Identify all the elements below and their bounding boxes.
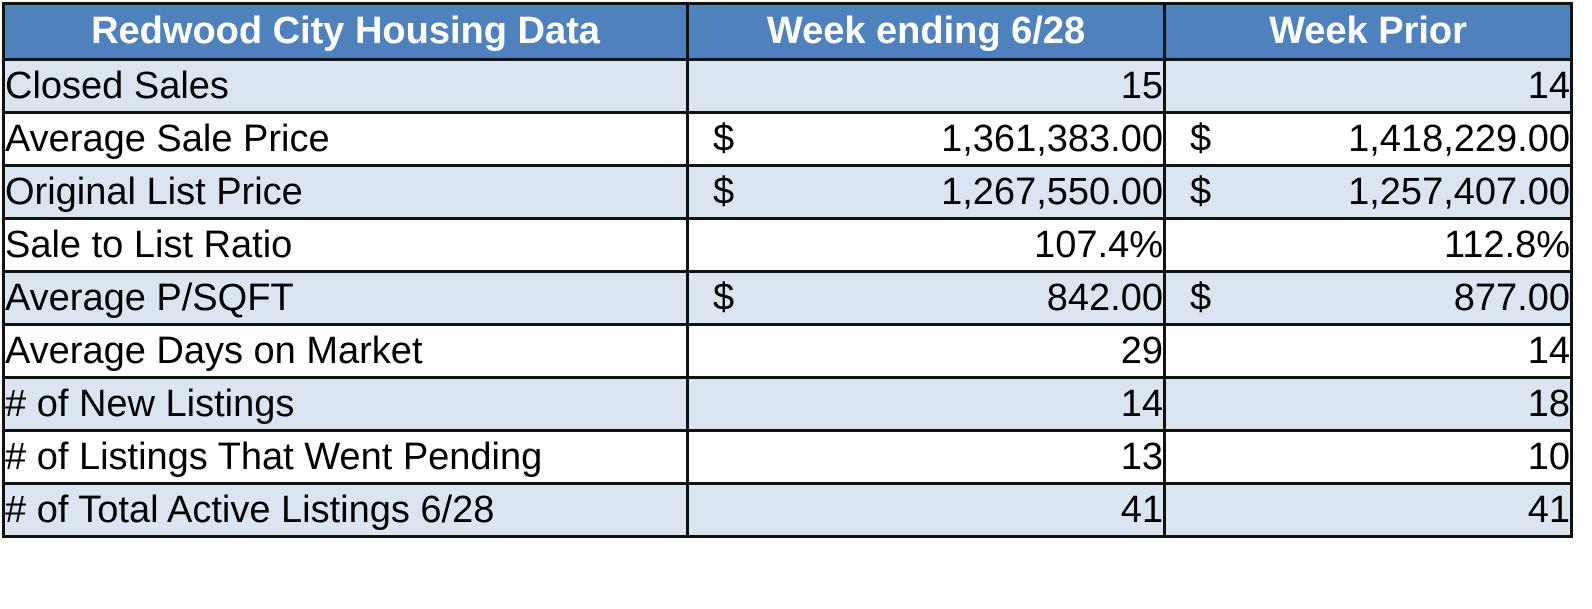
week-prior-value: $877.00 (1163, 270, 1573, 326)
row-label: Closed Sales (2, 58, 689, 114)
row-label: Sale to List Ratio (2, 217, 689, 273)
cell-value: 1,418,229.00 (1348, 117, 1570, 160)
week-ending-value: $842.00 (686, 270, 1166, 326)
table-body: Closed Sales 15 14 Average Sale Price $1,361… (2, 58, 1573, 538)
week-ending-value: $1,267,550.00 (686, 164, 1166, 220)
currency-symbol: $ (1190, 117, 1212, 160)
week-ending-value: 107.4% (686, 217, 1166, 273)
row-label: Average Days on Market (2, 323, 689, 379)
currency-symbol: $ (713, 117, 735, 160)
table-row: # of Total Active Listings 6/28 41 41 (2, 482, 1573, 538)
row-label: Average Sale Price (2, 111, 689, 167)
week-prior-value: 14 (1163, 58, 1573, 114)
table-header-row: Redwood City Housing Data Week ending 6/… (2, 2, 1573, 61)
cell-value: 1,361,383.00 (941, 117, 1163, 160)
table-row: Closed Sales 15 14 (2, 58, 1573, 114)
row-label: Original List Price (2, 164, 689, 220)
row-label: # of Listings That Went Pending (2, 429, 689, 485)
cell-value: 1,257,407.00 (1348, 170, 1570, 213)
housing-data-table: Redwood City Housing Data Week ending 6/… (2, 2, 1573, 538)
week-prior-value: 14 (1163, 323, 1573, 379)
week-prior-value: 10 (1163, 429, 1573, 485)
week-ending-value: 29 (686, 323, 1166, 379)
week-ending-value: $1,361,383.00 (686, 111, 1166, 167)
week-ending-value: 15 (686, 58, 1166, 114)
header-week-prior: Week Prior (1163, 2, 1573, 61)
row-label: Average P/SQFT (2, 270, 689, 326)
row-label: # of Total Active Listings 6/28 (2, 482, 689, 538)
header-housing-data: Redwood City Housing Data (2, 2, 689, 61)
week-prior-value: 112.8% (1163, 217, 1573, 273)
week-ending-value: 14 (686, 376, 1166, 432)
currency-symbol: $ (713, 276, 735, 319)
table-row: # of New Listings 14 18 (2, 376, 1573, 432)
header-week-ending: Week ending 6/28 (686, 2, 1166, 61)
table-row: Original List Price $1,267,550.00 $1,257,4… (2, 164, 1573, 220)
week-prior-value: 18 (1163, 376, 1573, 432)
week-prior-value: $1,418,229.00 (1163, 111, 1573, 167)
table-row: Average Sale Price $1,361,383.00 $1,418,22… (2, 111, 1573, 167)
cell-value: 877.00 (1453, 276, 1570, 319)
table-row: # of Listings That Went Pending 13 10 (2, 429, 1573, 485)
cell-value: 1,267,550.00 (941, 170, 1163, 213)
row-label: # of New Listings (2, 376, 689, 432)
currency-symbol: $ (1190, 276, 1212, 319)
currency-symbol: $ (713, 170, 735, 213)
table-row: Sale to List Ratio 107.4% 112.8% (2, 217, 1573, 273)
week-ending-value: 13 (686, 429, 1166, 485)
week-ending-value: 41 (686, 482, 1166, 538)
table-row: Average Days on Market 29 14 (2, 323, 1573, 379)
cell-value: 842.00 (1046, 276, 1163, 319)
currency-symbol: $ (1190, 170, 1212, 213)
table-row: Average P/SQFT $842.00 $877.00 (2, 270, 1573, 326)
week-prior-value: $1,257,407.00 (1163, 164, 1573, 220)
week-prior-value: 41 (1163, 482, 1573, 538)
